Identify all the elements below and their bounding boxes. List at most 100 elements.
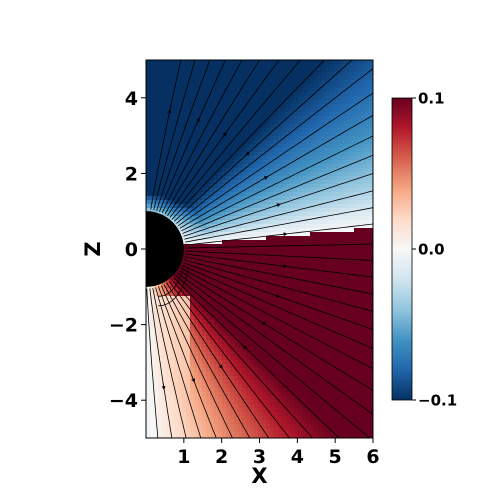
- heatmap-cell: [254, 280, 259, 285]
- heatmap-cell: [214, 360, 219, 365]
- heatmap-cell: [318, 308, 323, 313]
- heatmap-cell: [306, 324, 311, 329]
- heatmap-cell: [202, 180, 207, 185]
- heatmap-cell: [322, 216, 327, 221]
- heatmap-cell: [162, 436, 167, 438]
- heatmap-cell: [334, 240, 339, 245]
- heatmap-cell: [282, 360, 287, 365]
- heatmap-cell: [278, 396, 283, 401]
- heatmap-cell: [306, 124, 311, 129]
- heatmap-cell: [218, 64, 223, 69]
- heatmap-cell: [210, 124, 215, 129]
- heatmap-cell: [214, 348, 219, 353]
- heatmap-cell: [218, 72, 223, 77]
- heatmap-cell: [170, 360, 175, 365]
- heatmap-cell: [270, 304, 275, 309]
- heatmap-cell: [182, 248, 187, 253]
- heatmap-cell: [234, 296, 239, 301]
- heatmap-cell: [174, 140, 179, 145]
- heatmap-cell: [242, 412, 247, 417]
- heatmap-cell: [194, 392, 199, 397]
- heatmap-cell: [354, 80, 359, 85]
- heatmap-cell: [354, 268, 359, 273]
- heatmap-cell: [334, 296, 339, 301]
- heatmap-cell: [182, 108, 187, 113]
- heatmap-cell: [246, 116, 251, 121]
- heatmap-cell: [346, 280, 351, 285]
- heatmap-cell: [186, 204, 191, 209]
- heatmap-cell: [178, 144, 183, 149]
- heatmap-cell: [306, 256, 311, 261]
- heatmap-cell: [318, 252, 323, 257]
- heatmap-cell: [222, 420, 227, 425]
- heatmap-cell: [290, 412, 295, 417]
- heatmap-cell: [230, 380, 235, 385]
- heatmap-cell: [322, 368, 327, 373]
- heatmap-cell: [354, 240, 359, 245]
- heatmap-cell: [246, 112, 251, 117]
- heatmap-cell: [322, 204, 327, 209]
- heatmap-cell: [294, 344, 299, 349]
- heatmap-cell: [298, 316, 303, 321]
- heatmap-cell: [178, 320, 183, 325]
- heatmap-cell: [230, 68, 235, 73]
- heatmap-cell: [182, 360, 187, 365]
- heatmap-cell: [202, 344, 207, 349]
- heatmap-cell: [338, 140, 343, 145]
- heatmap-cell: [222, 144, 227, 149]
- heatmap-cell: [174, 220, 179, 225]
- heatmap-cell: [322, 268, 327, 273]
- heatmap-cell: [234, 236, 239, 241]
- heatmap-cell: [266, 212, 271, 217]
- heatmap-cell: [350, 108, 355, 113]
- heatmap-cell: [310, 256, 315, 261]
- heatmap-cell: [190, 192, 195, 197]
- heatmap-cell: [338, 304, 343, 309]
- heatmap-cell: [314, 280, 319, 285]
- heatmap-cell: [274, 384, 279, 389]
- heatmap-cell: [330, 320, 335, 325]
- heatmap-cell: [314, 360, 319, 365]
- heatmap-cell: [270, 84, 275, 89]
- heatmap-cell: [162, 192, 167, 197]
- heatmap-cell: [214, 168, 219, 173]
- heatmap-cell: [178, 68, 183, 73]
- heatmap-cell: [326, 80, 331, 85]
- heatmap-cell: [210, 432, 215, 437]
- heatmap-cell: [334, 324, 339, 329]
- heatmap-cell: [182, 404, 187, 409]
- heatmap-cell: [270, 168, 275, 173]
- heatmap-cell: [182, 344, 187, 349]
- heatmap-cell: [222, 140, 227, 145]
- heatmap-cell: [166, 84, 171, 89]
- heatmap-cell: [258, 304, 263, 309]
- heatmap-cell: [326, 216, 331, 221]
- heatmap-cell: [282, 240, 287, 245]
- heatmap-cell: [226, 400, 231, 405]
- heatmap-cell: [342, 256, 347, 261]
- heatmap-cell: [270, 228, 275, 233]
- heatmap-cell: [158, 168, 163, 173]
- heatmap-cell: [298, 236, 303, 241]
- heatmap-cell: [338, 244, 343, 249]
- heatmap-cell: [258, 212, 263, 217]
- heatmap-cell: [282, 428, 287, 433]
- heatmap-cell: [262, 412, 267, 417]
- heatmap-cell: [290, 184, 295, 189]
- heatmap-cell: [154, 152, 159, 157]
- heatmap-cell: [318, 280, 323, 285]
- heatmap-cell: [310, 64, 315, 69]
- heatmap-cell: [234, 204, 239, 209]
- heatmap-cell: [326, 292, 331, 297]
- heatmap-cell: [166, 136, 171, 141]
- heatmap-cell: [250, 368, 255, 373]
- heatmap-cell: [158, 400, 163, 405]
- heatmap-cell: [346, 376, 351, 381]
- heatmap-cell: [338, 100, 343, 105]
- heatmap-cell: [302, 428, 307, 433]
- heatmap-cell: [282, 280, 287, 285]
- heatmap-cell: [274, 392, 279, 397]
- heatmap-cell: [198, 420, 203, 425]
- heatmap-cell: [230, 120, 235, 125]
- heatmap-cell: [182, 168, 187, 173]
